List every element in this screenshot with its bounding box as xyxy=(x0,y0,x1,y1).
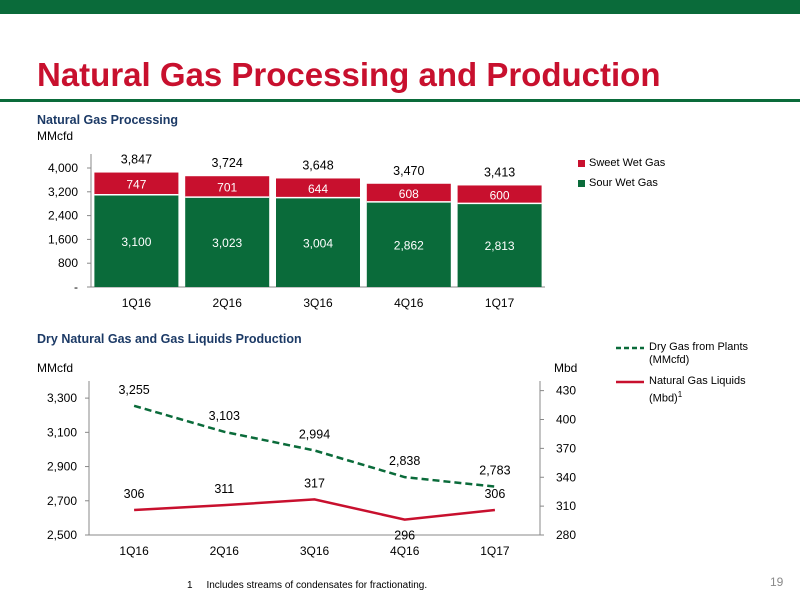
bar-sour-label: 3,004 xyxy=(303,236,333,250)
bar-y-tick-label: 1,600 xyxy=(48,232,78,246)
right-axis-unit: Mbd xyxy=(554,361,578,375)
footnote-text: Includes streams of condensates for frac… xyxy=(206,580,428,591)
footnote: 1 Includes streams of condensates for fr… xyxy=(187,580,427,591)
legend-line-solid xyxy=(616,380,644,384)
bar-total-label: 3,847 xyxy=(121,153,152,167)
legend-line-dashed xyxy=(616,346,644,350)
bar-sour-wet-gas xyxy=(457,203,542,287)
bar-category-label: 3Q16 xyxy=(303,296,333,310)
ngl-data-label: 306 xyxy=(124,487,145,501)
ngl-data-label: 296 xyxy=(394,529,415,543)
bar-y-tick-label: 3,200 xyxy=(48,185,78,199)
title-rule xyxy=(0,99,800,102)
processing-bar-chart: - 800 1,600 2,400 3,200 4,000 3,100 747 3,847 1Q1… xyxy=(48,153,545,310)
bar-sour-label: 3,100 xyxy=(121,235,151,249)
ngl-data-label: 306 xyxy=(484,487,505,501)
dry-gas-data-label: 2,994 xyxy=(299,427,330,441)
right-axis-tick-label: 340 xyxy=(556,470,576,484)
bar-total-label: 3,648 xyxy=(302,158,333,172)
dry-gas-data-label: 3,103 xyxy=(209,409,240,423)
page-title: Natural Gas Processing and Production xyxy=(37,56,661,93)
bar-sour-label: 3,023 xyxy=(212,236,242,250)
legend-ngl-unit: (Mbd) xyxy=(649,392,678,405)
left-axis-tick-label: 2,900 xyxy=(47,460,77,474)
right-axis-tick-label: 400 xyxy=(556,413,576,427)
legend-swatch-sour xyxy=(578,179,585,187)
footnote-marker: 1 xyxy=(187,580,193,591)
legend-swatch-sweet xyxy=(578,159,585,167)
legend-item-dry-gas: Dry Gas from Plants (MMcfd) xyxy=(616,341,791,371)
bar-sweet-label: 600 xyxy=(490,188,510,202)
line-category-label: 1Q17 xyxy=(480,544,510,558)
bar-total-label: 3,724 xyxy=(212,156,243,170)
ngl-line xyxy=(134,498,496,521)
legend-label-sour: Sour Wet Gas xyxy=(589,177,658,189)
bar-category-label: 1Q17 xyxy=(485,296,515,310)
bar-sweet-label: 747 xyxy=(126,178,146,192)
top-brand-bar xyxy=(0,0,800,14)
ngl-data-label: 311 xyxy=(214,482,234,496)
bar-sweet-wet-gas xyxy=(94,172,179,195)
left-axis-tick-label: 2,700 xyxy=(47,494,77,508)
legend-dry-gas-line1: Dry Gas from Plants xyxy=(649,341,749,353)
legend-item-ngl: Natural Gas Liquids (Mbd)1 xyxy=(616,375,791,405)
line-category-label: 4Q16 xyxy=(390,544,420,558)
processing-chart-unit: MMcfd xyxy=(37,129,73,143)
line-category-label: 2Q16 xyxy=(210,544,240,558)
bar-sour-wet-gas xyxy=(94,194,179,287)
legend-item-sour-wet-gas: Sour Wet Gas xyxy=(578,175,718,191)
right-axis-tick-label: 280 xyxy=(556,528,576,542)
ngl-data-label: 317 xyxy=(304,476,325,490)
left-axis-tick-label: 2,500 xyxy=(47,528,77,542)
processing-legend: Sweet Wet Gas Sour Wet Gas xyxy=(578,155,718,191)
legend-ngl-line2: (Mbd)1 xyxy=(649,388,746,406)
production-line-chart: 2,500 2,700 2,900 3,100 3,300 280 310 340 370 400… xyxy=(47,381,576,558)
bar-sweet-wet-gas xyxy=(366,183,451,202)
bar-total-label: 3,413 xyxy=(484,165,515,179)
legend-ngl-footnote-ref: 1 xyxy=(677,390,683,399)
left-axis-unit: MMcfd xyxy=(37,361,73,375)
production-chart-title: Dry Natural Gas and Gas Liquids Producti… xyxy=(37,332,302,346)
page-number: 19 xyxy=(770,575,784,589)
legend-item-sweet-wet-gas: Sweet Wet Gas xyxy=(578,155,718,171)
bar-sweet-wet-gas xyxy=(276,178,360,198)
bar-y-tick-label: 4,000 xyxy=(48,161,78,175)
right-axis-tick-label: 310 xyxy=(556,499,576,513)
bar-y-tick-label: - xyxy=(74,280,78,294)
legend-dry-gas-line2: (MMcfd) xyxy=(649,354,690,366)
bar-sweet-label: 608 xyxy=(399,187,419,201)
production-legend: Dry Gas from Plants (MMcfd) Natural Gas … xyxy=(616,341,791,405)
dry-gas-line xyxy=(133,404,496,488)
processing-chart-title: Natural Gas Processing xyxy=(37,113,179,127)
bar-sweet-label: 701 xyxy=(217,181,237,195)
right-axis-tick-label: 430 xyxy=(556,384,576,398)
bar-sour-wet-gas xyxy=(185,197,270,287)
dry-gas-data-label: 2,838 xyxy=(389,454,420,468)
left-axis-tick-label: 3,300 xyxy=(47,391,77,405)
bar-sweet-wet-gas xyxy=(185,176,270,198)
line-category-label: 3Q16 xyxy=(300,544,330,558)
bar-sour-label: 2,862 xyxy=(394,238,424,252)
dry-gas-data-label: 2,783 xyxy=(479,464,510,478)
bar-y-tick-label: 2,400 xyxy=(48,209,78,223)
bar-category-label: 2Q16 xyxy=(213,296,243,310)
legend-label-sweet: Sweet Wet Gas xyxy=(589,157,666,169)
line-category-label: 1Q16 xyxy=(119,544,149,558)
bar-sweet-wet-gas xyxy=(457,185,542,204)
bar-category-label: 1Q16 xyxy=(122,296,152,310)
bar-sour-wet-gas xyxy=(276,197,360,287)
bar-total-label: 3,470 xyxy=(393,164,424,178)
dry-gas-data-label: 3,255 xyxy=(118,383,149,397)
bar-sour-label: 2,813 xyxy=(485,239,515,253)
bar-y-tick-label: 800 xyxy=(58,256,78,270)
bar-sour-wet-gas xyxy=(366,201,451,287)
bar-sweet-label: 644 xyxy=(308,182,328,196)
left-axis-tick-label: 3,100 xyxy=(47,425,77,439)
legend-ngl-line1: Natural Gas Liquids xyxy=(649,375,746,387)
right-axis-tick-label: 370 xyxy=(556,441,576,455)
bar-category-label: 4Q16 xyxy=(394,296,424,310)
